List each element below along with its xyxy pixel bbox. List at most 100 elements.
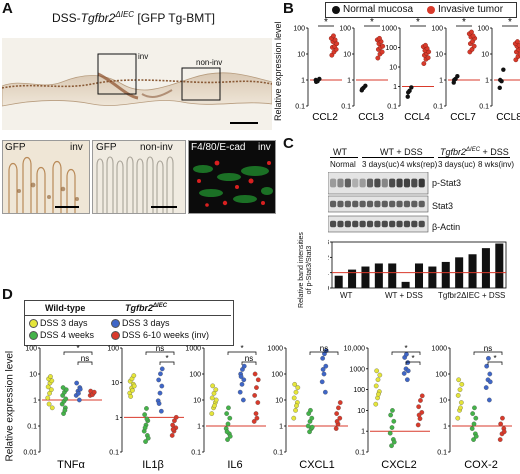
d-point — [419, 393, 425, 399]
b-normal-point — [455, 74, 460, 79]
c-blot-band — [344, 220, 351, 228]
d-point — [131, 383, 137, 389]
d-point — [210, 383, 215, 389]
d-point — [405, 360, 411, 365]
d-point — [142, 412, 147, 417]
d-point — [63, 396, 69, 402]
panel-c-blots-and-bars: 3 2 1 0 — [328, 172, 507, 293]
legend-ko-gene: Tgfbr2 — [125, 303, 153, 313]
b-tick-label: 100 — [293, 26, 305, 33]
c-blot-band — [381, 178, 388, 188]
c-blot-band — [381, 200, 388, 208]
b-tick-label: 1 — [439, 78, 443, 85]
d-point — [227, 433, 233, 439]
b-xlabel: CCL7 — [450, 112, 476, 123]
legend-koinv-swatch — [111, 331, 120, 340]
d-point — [487, 371, 493, 377]
d-point — [241, 377, 247, 383]
d-point — [252, 371, 258, 377]
d-point — [251, 419, 257, 424]
b-tick-label: 10 — [389, 65, 397, 72]
d-point — [156, 377, 161, 383]
d-point — [212, 403, 217, 409]
d-sig-label: * — [404, 344, 407, 353]
c-blot-band — [403, 220, 411, 228]
d-tick-label: 0.1 — [355, 450, 365, 457]
c-blot-band — [366, 200, 374, 208]
d-point — [323, 348, 329, 353]
d-tick-label: 100 — [107, 346, 119, 353]
d-sig-bracket — [145, 351, 175, 355]
noninv-region-label: non-inv — [196, 58, 223, 67]
c-blot-band — [374, 220, 381, 228]
c-blot-band — [418, 220, 425, 228]
b-tick-label: 0.1 — [433, 104, 443, 111]
c-blot-band — [403, 178, 411, 188]
c-xgroup-label: WT + DSS — [385, 291, 423, 300]
panel-a-title: DSS-Tgfbr2ΔIEC [GFP Tg-BMT] — [52, 10, 215, 25]
d-point — [319, 379, 325, 385]
d-tick-label: 100 — [189, 372, 201, 379]
c-blot-band — [352, 200, 359, 208]
b-tick-label: 0.1 — [295, 104, 305, 111]
b-xlabel: CCL4 — [404, 112, 430, 123]
d-point — [457, 387, 463, 393]
d-point — [416, 404, 421, 410]
b-tumor-point — [423, 42, 428, 48]
legend-koinv-label: DSS 6-10 weeks (inv) — [122, 330, 210, 340]
sub1-region: inv — [70, 142, 83, 153]
d-tick-label: 1 — [197, 424, 201, 431]
d-point — [484, 363, 489, 369]
d-tick-label: 1 — [33, 398, 37, 405]
d-point — [213, 397, 219, 403]
sub3-marker: F4/80/E-cad — [191, 142, 246, 153]
panel-d-charts: 1001010.10.01*nsTNFα1001010.1ns*IL1β1000… — [23, 344, 512, 471]
b-tumor-point — [377, 35, 382, 41]
d-point — [159, 383, 165, 389]
d-point — [45, 395, 51, 401]
lane-label-3: 3 days(uc) — [438, 160, 476, 169]
panel-d-label: D — [2, 286, 13, 303]
b-tick-label: 0.1 — [341, 104, 351, 111]
b-tick-label: 10 — [435, 52, 443, 59]
group-wtdss-label: WT + DSS — [380, 147, 423, 157]
d-tick-label: 10,000 — [344, 346, 366, 353]
title-suffix: [GFP Tg-BMT] — [134, 11, 215, 25]
d-tick-label: 1000 — [267, 346, 283, 353]
c-xgroup-label: WT — [340, 291, 353, 300]
lane-label-2: 4 wks(rep) — [400, 160, 438, 169]
d-xlabel: IL1β — [142, 459, 164, 471]
legend-wt-title: Wild-type — [45, 303, 86, 313]
d-point — [74, 380, 80, 386]
d-point — [159, 408, 164, 414]
d-point — [404, 377, 410, 383]
d-point — [455, 415, 461, 421]
d-point — [456, 377, 461, 383]
f480-ecad-image — [188, 140, 276, 214]
d-xlabel: COX-2 — [464, 459, 498, 471]
d-point — [308, 407, 313, 413]
b-tumor-point — [515, 39, 520, 44]
c-blot-band — [389, 220, 396, 228]
d-point — [291, 415, 297, 421]
d-point — [455, 393, 461, 398]
d-point — [389, 425, 395, 430]
legend-ko-super: ΔIEC — [153, 303, 168, 309]
panel-c-ylabel: Relative band intensities of p-Stat3/Sta… — [298, 232, 313, 308]
d-sig-label: * — [240, 344, 243, 353]
d-point — [486, 397, 492, 403]
d-point — [293, 389, 299, 395]
d-point — [239, 381, 245, 387]
c-bar — [481, 248, 490, 288]
b-normal-point — [314, 79, 319, 85]
panel-c-ylabel-wrap: Relative band intensities of p-Stat3/Sta… — [288, 232, 318, 308]
d-tick-label: 1 — [443, 424, 447, 431]
d-tick-label: 1000 — [185, 346, 201, 353]
d-point — [472, 405, 477, 411]
b-normal-point — [497, 85, 502, 91]
b-sig-star: * — [416, 17, 420, 28]
b-xlabel: CCL2 — [312, 112, 338, 123]
d-tick-label: 1000 — [349, 366, 365, 373]
b-normal-point — [317, 76, 322, 82]
d-point — [227, 415, 233, 421]
